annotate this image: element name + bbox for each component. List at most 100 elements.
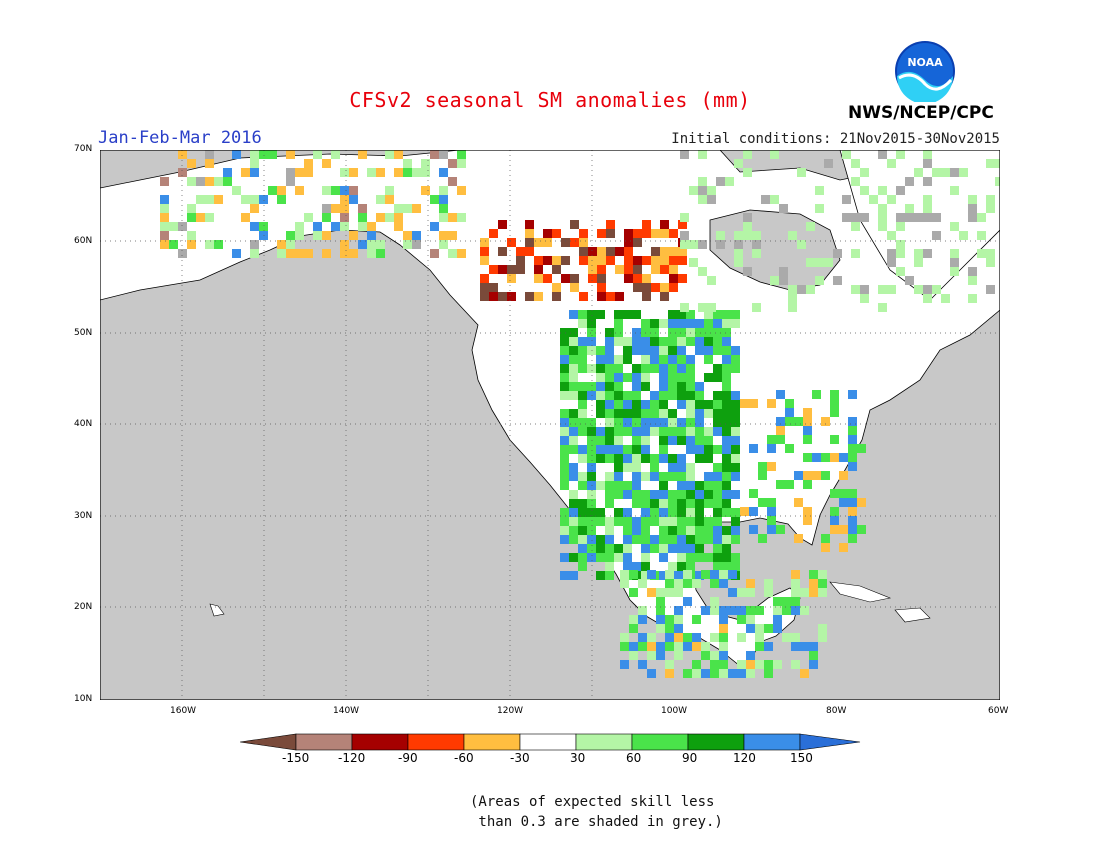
anomaly-cell bbox=[665, 669, 674, 678]
anomaly-cell bbox=[722, 535, 731, 544]
anomaly-cell bbox=[713, 499, 722, 508]
anomaly-cell bbox=[596, 553, 605, 562]
anomaly-cell bbox=[632, 499, 641, 508]
anomaly-cell bbox=[623, 562, 632, 571]
anomaly-cell bbox=[659, 535, 668, 544]
anomaly-cell bbox=[569, 436, 578, 445]
anomaly-cell bbox=[578, 355, 587, 364]
anomaly-cell bbox=[430, 222, 439, 231]
anomaly-cell bbox=[623, 373, 632, 382]
anomaly-cell bbox=[587, 364, 596, 373]
anomaly-cell bbox=[430, 150, 439, 159]
anomaly-cell bbox=[713, 463, 722, 472]
anomaly-cell bbox=[587, 499, 596, 508]
anomaly-cell bbox=[641, 544, 650, 553]
anomaly-cell bbox=[358, 240, 367, 249]
anomaly-cell bbox=[659, 553, 668, 562]
anomaly-cell bbox=[668, 382, 677, 391]
anomaly-cell bbox=[534, 238, 543, 247]
anomaly-cell bbox=[704, 328, 713, 337]
anomaly-cell bbox=[704, 373, 713, 382]
anomaly-cell bbox=[605, 382, 614, 391]
anomaly-cell bbox=[839, 471, 848, 480]
anomaly-cell bbox=[385, 186, 394, 195]
anomaly-cell bbox=[668, 463, 677, 472]
anomaly-cell bbox=[674, 615, 683, 624]
anomaly-cell bbox=[695, 391, 704, 400]
anomaly-cell bbox=[839, 489, 848, 498]
map-title: CFSv2 seasonal SM anomalies (mm) bbox=[349, 88, 751, 112]
anomaly-cell bbox=[701, 669, 710, 678]
anomaly-cell bbox=[587, 463, 596, 472]
anomaly-cell bbox=[623, 337, 632, 346]
lat-label-70n: 70N bbox=[74, 144, 93, 154]
anomaly-cell bbox=[322, 213, 331, 222]
anomaly-cell bbox=[605, 517, 614, 526]
anomaly-cell bbox=[722, 427, 731, 436]
anomaly-cell bbox=[695, 571, 704, 580]
anomaly-cell bbox=[614, 544, 623, 553]
anomaly-cell bbox=[340, 213, 349, 222]
anomaly-cell bbox=[569, 310, 578, 319]
anomaly-cell bbox=[815, 204, 824, 213]
anomaly-cell bbox=[579, 238, 588, 247]
anomaly-cell bbox=[896, 150, 905, 159]
anomaly-cell bbox=[731, 562, 740, 571]
anomaly-cell bbox=[794, 417, 803, 426]
anomaly-cell bbox=[367, 240, 376, 249]
anomaly-cell bbox=[214, 240, 223, 249]
anomaly-cell bbox=[605, 364, 614, 373]
anomaly-cell bbox=[851, 159, 860, 168]
anomaly-cell bbox=[878, 303, 887, 312]
anomaly-cell bbox=[605, 553, 614, 562]
anomaly-cell bbox=[722, 553, 731, 562]
anomaly-cell bbox=[782, 597, 791, 606]
anomaly-cell bbox=[187, 204, 196, 213]
anomaly-cell bbox=[623, 418, 632, 427]
anomaly-cell bbox=[677, 418, 686, 427]
anomaly-cell bbox=[313, 150, 322, 159]
anomaly-cell bbox=[543, 229, 552, 238]
anomaly-cell bbox=[713, 535, 722, 544]
anomaly-cell bbox=[764, 624, 773, 633]
anomaly-cell bbox=[995, 177, 1000, 186]
anomaly-cell bbox=[660, 283, 669, 292]
anomaly-cell bbox=[665, 660, 674, 669]
anomaly-cell bbox=[746, 660, 755, 669]
anomaly-cell bbox=[707, 195, 716, 204]
anomaly-cell bbox=[905, 213, 914, 222]
anomaly-cell bbox=[632, 436, 641, 445]
organization-label: NWS/NCEP/CPC bbox=[848, 103, 994, 123]
anomaly-cell bbox=[803, 480, 812, 489]
anomaly-cell bbox=[587, 436, 596, 445]
lat-label-20n: 20N bbox=[74, 602, 93, 612]
anomaly-cell bbox=[614, 310, 623, 319]
anomaly-cell bbox=[605, 472, 614, 481]
anomaly-cell bbox=[665, 642, 674, 651]
anomaly-cell bbox=[698, 303, 707, 312]
anomaly-cell bbox=[560, 571, 569, 580]
anomaly-cell bbox=[722, 436, 731, 445]
anomaly-cell bbox=[809, 579, 818, 588]
anomaly-cell bbox=[605, 490, 614, 499]
anomaly-cell bbox=[569, 472, 578, 481]
anomaly-cell bbox=[728, 570, 737, 579]
anomaly-cell bbox=[773, 624, 782, 633]
anomaly-cell bbox=[525, 292, 534, 301]
anomaly-cell bbox=[752, 249, 761, 258]
anomaly-cell bbox=[286, 240, 295, 249]
anomaly-cell bbox=[713, 445, 722, 454]
anomaly-cell bbox=[878, 150, 887, 159]
anomaly-cell bbox=[614, 391, 623, 400]
anomaly-cell bbox=[579, 247, 588, 256]
anomaly-cell bbox=[623, 553, 632, 562]
anomaly-cell bbox=[731, 355, 740, 364]
anomaly-cell bbox=[214, 195, 223, 204]
anomaly-cell bbox=[830, 399, 839, 408]
anomaly-cell bbox=[800, 642, 809, 651]
anomaly-cell bbox=[578, 364, 587, 373]
anomaly-cell bbox=[713, 328, 722, 337]
anomaly-cell bbox=[614, 364, 623, 373]
anomaly-cell bbox=[638, 579, 647, 588]
anomaly-cell bbox=[677, 562, 686, 571]
